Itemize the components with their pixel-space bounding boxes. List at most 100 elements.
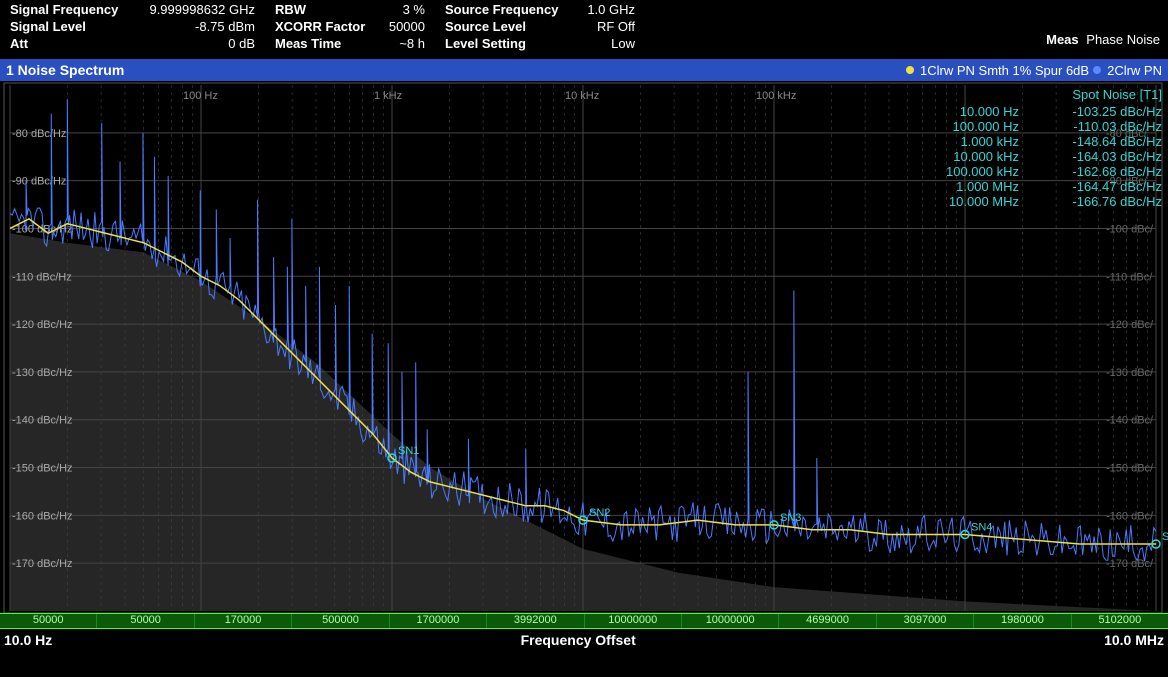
- spot-noise-row: 100.000 Hz -110.03 dBc/Hz: [904, 119, 1162, 134]
- spot-noise-val: -164.47 dBc/Hz: [1037, 179, 1162, 194]
- header-key: RBW: [275, 2, 375, 17]
- svg-text:-160 dBc/: -160 dBc/: [1106, 510, 1154, 522]
- header-key: XCORR Factor: [275, 19, 375, 34]
- svg-text:-150 dBc/Hz: -150 dBc/Hz: [12, 463, 73, 475]
- header-value: 3 %: [375, 2, 425, 17]
- svg-text:100 kHz: 100 kHz: [756, 90, 796, 102]
- avg-segment: 1980000: [974, 614, 1071, 628]
- trace1-label: 1Clrw PN Smth 1% Spur 6dB: [920, 63, 1089, 78]
- spot-noise-panel: Spot Noise [T1] 10.000 Hz-103.25 dBc/Hz1…: [904, 87, 1162, 209]
- header-key: Source Level: [445, 19, 575, 34]
- avg-segment: 10000000: [682, 614, 779, 628]
- avg-segment: 3992000: [487, 614, 584, 628]
- svg-text:-120 dBc/: -120 dBc/: [1106, 319, 1154, 331]
- spot-noise-freq: 100.000 Hz: [904, 119, 1019, 134]
- header-col-3: Source Frequency1.0 GHzSource LevelRF Of…: [445, 2, 635, 53]
- avg-segment: 3097000: [877, 614, 974, 628]
- header-row: Signal Frequency9.999998632 GHz: [10, 2, 255, 17]
- header-value: RF Off: [575, 19, 635, 34]
- header-value: 0 dB: [135, 36, 255, 51]
- header-value: 1.0 GHz: [575, 2, 635, 17]
- header-key: Source Frequency: [445, 2, 575, 17]
- svg-text:SN2: SN2: [589, 507, 610, 519]
- spot-noise-title: Spot Noise [T1]: [904, 87, 1162, 102]
- header-value: -8.75 dBm: [135, 19, 255, 34]
- spot-noise-row: 1.000 MHz -164.47 dBc/Hz: [904, 179, 1162, 194]
- spot-noise-val: -148.64 dBc/Hz: [1037, 134, 1162, 149]
- meas-value: Phase Noise: [1086, 32, 1160, 47]
- header-value: 9.999998632 GHz: [135, 2, 255, 17]
- svg-text:100 Hz: 100 Hz: [183, 90, 218, 102]
- svg-text:-130 dBc/: -130 dBc/: [1106, 367, 1154, 379]
- spot-noise-row: 10.000 Hz -103.25 dBc/Hz: [904, 104, 1162, 119]
- trace2-dot-icon: [1093, 66, 1101, 74]
- svg-text:-160 dBc/Hz: -160 dBc/Hz: [12, 510, 73, 522]
- svg-text:-130 dBc/Hz: -130 dBc/Hz: [12, 367, 73, 379]
- trace1-dot-icon: [906, 66, 914, 74]
- header-col-2: RBW3 % XCORR Factor50000 Meas Time~8 h: [275, 2, 425, 53]
- spot-noise-val: -103.25 dBc/Hz: [1037, 104, 1162, 119]
- spot-noise-val: -164.03 dBc/Hz: [1037, 149, 1162, 164]
- spot-noise-val: -166.76 dBc/Hz: [1037, 194, 1162, 209]
- spot-noise-row: 1.000 kHz -148.64 dBc/Hz: [904, 134, 1162, 149]
- svg-text:-90 dBc/Hz: -90 dBc/Hz: [12, 176, 66, 188]
- header-value: ~8 h: [375, 36, 425, 51]
- svg-text:1 kHz: 1 kHz: [374, 90, 402, 102]
- xaxis-label: Frequency Offset: [52, 632, 1104, 648]
- title-bar: 1 Noise Spectrum 1Clrw PN Smth 1% Spur 6…: [0, 59, 1168, 81]
- header-row: Att0 dB: [10, 36, 255, 51]
- header-key: Signal Frequency: [10, 2, 135, 17]
- header-key: Att: [10, 36, 135, 51]
- header-row: Meas Time~8 h: [275, 36, 425, 51]
- spot-noise-freq: 100.000 kHz: [904, 164, 1019, 179]
- header-key: Signal Level: [10, 19, 135, 34]
- avg-segment: 4699000: [779, 614, 876, 628]
- svg-text:-150 dBc/: -150 dBc/: [1106, 463, 1154, 475]
- header-row: XCORR Factor50000: [275, 19, 425, 34]
- avg-segment: 500000: [292, 614, 389, 628]
- header-row: Level SettingLow: [445, 36, 635, 51]
- svg-text:10 kHz: 10 kHz: [565, 90, 599, 102]
- header-col-1: Signal Frequency9.999998632 GHzSignal Le…: [10, 2, 255, 53]
- meas-box: Meas Phase Noise: [1046, 32, 1160, 47]
- spot-noise-row: 100.000 kHz -162.68 dBc/Hz: [904, 164, 1162, 179]
- avg-segment: 1700000: [390, 614, 487, 628]
- header-row: Source LevelRF Off: [445, 19, 635, 34]
- svg-text:-120 dBc/Hz: -120 dBc/Hz: [12, 319, 73, 331]
- svg-text:SN5: SN5: [1162, 531, 1168, 543]
- svg-text:-170 dBc/: -170 dBc/: [1106, 558, 1154, 570]
- spot-noise-val: -110.03 dBc/Hz: [1037, 119, 1162, 134]
- meas-key: Meas: [1046, 32, 1079, 47]
- svg-text:SN1: SN1: [398, 445, 419, 457]
- xaxis-bar: 10.0 Hz Frequency Offset 10.0 MHz: [0, 629, 1168, 651]
- trace2-label: 2Clrw PN: [1107, 63, 1162, 78]
- svg-text:-100 dBc/: -100 dBc/: [1106, 223, 1154, 235]
- spot-noise-freq: 10.000 Hz: [904, 104, 1019, 119]
- header-key: Meas Time: [275, 36, 375, 51]
- svg-text:SN3: SN3: [780, 512, 801, 524]
- header-key: Level Setting: [445, 36, 575, 51]
- svg-text:-140 dBc/: -140 dBc/: [1106, 415, 1154, 427]
- svg-text:-110 dBc/Hz: -110 dBc/Hz: [12, 271, 72, 283]
- header-value: Low: [575, 36, 635, 51]
- avg-count-bar: 5000050000170000500000170000039920001000…: [0, 613, 1168, 629]
- spot-noise-row: 10.000 MHz -166.76 dBc/Hz: [904, 194, 1162, 209]
- avg-segment: 10000000: [585, 614, 682, 628]
- header-row: RBW3 %: [275, 2, 425, 17]
- spot-noise-freq: 1.000 kHz: [904, 134, 1019, 149]
- avg-segment: 50000: [97, 614, 194, 628]
- trace-legend: 1Clrw PN Smth 1% Spur 6dB 2Clrw PN: [906, 63, 1162, 78]
- xaxis-max: 10.0 MHz: [1104, 632, 1164, 648]
- header-row: Signal Level-8.75 dBm: [10, 19, 255, 34]
- spot-noise-freq: 1.000 MHz: [904, 179, 1019, 194]
- plot-area[interactable]: -80 dBc/Hz-80 dBc/-90 dBc/Hz-90 dBc/-100…: [0, 81, 1168, 651]
- avg-segment: 5102000: [1072, 614, 1168, 628]
- avg-segment: 170000: [195, 614, 292, 628]
- svg-text:-110 dBc/: -110 dBc/: [1106, 271, 1153, 283]
- spot-noise-freq: 10.000 kHz: [904, 149, 1019, 164]
- spot-noise-val: -162.68 dBc/Hz: [1037, 164, 1162, 179]
- plot-title: 1 Noise Spectrum: [6, 62, 124, 78]
- spot-noise-freq: 10.000 MHz: [904, 194, 1019, 209]
- spot-noise-row: 10.000 kHz -164.03 dBc/Hz: [904, 149, 1162, 164]
- svg-text:-140 dBc/Hz: -140 dBc/Hz: [12, 415, 73, 427]
